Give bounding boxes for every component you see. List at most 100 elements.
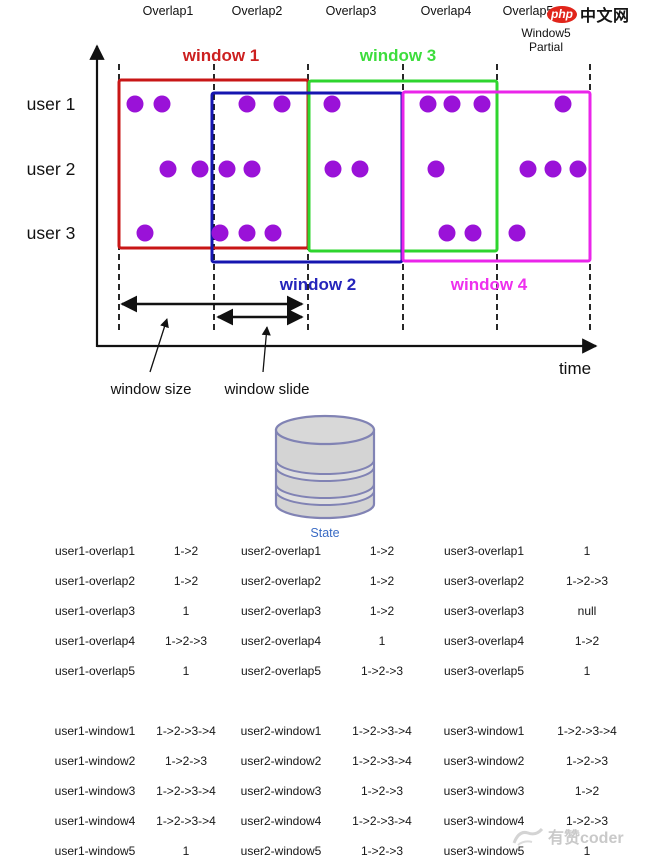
state-key: user2-overlap1 <box>240 544 322 558</box>
state-key: user3-window3 <box>443 784 525 798</box>
state-key: user3-window2 <box>443 754 525 768</box>
state-key: user1-overlap3 <box>54 604 136 618</box>
state-key: user1-overlap2 <box>54 574 136 588</box>
user-axis-label: user 3 <box>27 223 76 243</box>
state-table-row: user1-overlap3 1 user2-overlap3 1->2 user3-o… <box>0 603 651 619</box>
php-logo-icon: php <box>547 5 577 23</box>
event-dot <box>464 224 482 242</box>
state-key: user3-window1 <box>443 724 525 738</box>
event-dot <box>419 95 437 113</box>
event-dot <box>126 95 144 113</box>
event-dot <box>473 95 491 113</box>
state-value: 1->2->3 <box>565 754 609 768</box>
state-table-row: user1-window3 1->2->3->4 user2-window3 1->2… <box>0 783 651 799</box>
state-value: 1 <box>182 604 190 618</box>
state-table-row: user1-overlap2 1->2 user2-overlap2 1->2 user… <box>0 573 651 589</box>
state-value: null <box>577 604 597 618</box>
event-dot <box>136 224 154 242</box>
state-table-row: user1-window5 1 user2-window5 1->2->3 user3-… <box>0 843 651 859</box>
state-key: user2-window2 <box>240 754 322 768</box>
state-value: 1->2->3->4 <box>156 784 216 798</box>
event-dot <box>153 95 171 113</box>
window5-partial-note: Partial <box>529 40 563 54</box>
event-dot <box>238 224 256 242</box>
state-key: user2-window5 <box>240 844 322 858</box>
state-key: user2-overlap4 <box>240 634 322 648</box>
state-value: 1 <box>583 544 591 558</box>
state-key: user2-overlap5 <box>240 664 322 678</box>
state-value: 1->2 <box>369 574 395 588</box>
state-key: user1-window5 <box>54 844 136 858</box>
state-key: user2-window3 <box>240 784 322 798</box>
event-dot <box>264 224 282 242</box>
state-value: 1->2->3 <box>360 664 404 678</box>
state-key: user3-window5 <box>443 844 525 858</box>
event-dot <box>218 160 236 178</box>
event-dot <box>159 160 177 178</box>
event-dot <box>438 224 456 242</box>
state-value: 1->2->3 <box>164 634 208 648</box>
state-key: user2-window1 <box>240 724 322 738</box>
sliding-window-diagram: window 1 window 3 window 2 window 4 time Over… <box>27 4 598 398</box>
event-dot <box>519 160 537 178</box>
state-value: 1->2->3->4 <box>156 724 216 738</box>
event-dot <box>243 160 261 178</box>
state-value: 1->2->3->4 <box>156 814 216 828</box>
event-dot <box>443 95 461 113</box>
state-value: 1 <box>378 634 386 648</box>
state-key: user1-overlap1 <box>54 544 136 558</box>
state-value: 1->2->3 <box>360 844 404 858</box>
state-key: user2-overlap3 <box>240 604 322 618</box>
state-value: 1->2 <box>173 544 199 558</box>
user-axis-label: user 2 <box>27 159 76 179</box>
youzan-watermark: 有赞coder <box>512 824 624 848</box>
state-key: user1-window2 <box>54 754 136 768</box>
event-dot <box>273 95 291 113</box>
state-key: user1-window4 <box>54 814 136 828</box>
event-dot <box>554 95 572 113</box>
time-axis-label: time <box>559 359 591 378</box>
state-key: user3-overlap3 <box>443 604 525 618</box>
state-key: user3-overlap1 <box>443 544 525 558</box>
state-table-row: user1-window1 1->2->3->4 user2-window1 1->2… <box>0 723 651 739</box>
php-cn-watermark: php 中文网 <box>547 2 630 26</box>
youzan-logo-icon <box>512 827 544 846</box>
event-dot <box>569 160 587 178</box>
window5-partial-note: Window5 <box>521 26 571 40</box>
state-value: 1->2 <box>574 784 600 798</box>
state-value: 1->2 <box>369 544 395 558</box>
state-key: user2-window4 <box>240 814 322 828</box>
state-key: user3-overlap4 <box>443 634 525 648</box>
state-value: 1->2 <box>173 574 199 588</box>
overlap-label: Overlap3 <box>326 4 377 18</box>
state-table-row: user1-window4 1->2->3->4 user2-window4 1->2… <box>0 813 651 829</box>
php-cn-site-text: 中文网 <box>580 8 630 25</box>
state-value: 1->2->3->4 <box>352 724 412 738</box>
window-label: window 2 <box>279 275 357 294</box>
state-value: 1->2->3 <box>565 574 609 588</box>
state-key: user1-window3 <box>54 784 136 798</box>
state-key: user1-overlap5 <box>54 664 136 678</box>
event-dot <box>191 160 209 178</box>
event-dot <box>324 160 342 178</box>
state-key: user3-overlap2 <box>443 574 525 588</box>
state-value: 1->2->3->4 <box>352 754 412 768</box>
user-axis-label: user 1 <box>27 94 76 114</box>
state-key: user3-overlap5 <box>443 664 525 678</box>
state-label: State <box>310 526 340 540</box>
state-value: 1 <box>182 844 190 858</box>
state-value: 1->2 <box>369 604 395 618</box>
overlap-label: Overlap5 <box>503 4 554 18</box>
state-value: 1 <box>583 664 591 678</box>
window-rect <box>401 90 592 263</box>
state-value: 1->2 <box>574 634 600 648</box>
state-value: 1 <box>182 664 190 678</box>
state-value: 1->2->3->4 <box>557 724 617 738</box>
window-label: window 3 <box>359 46 437 65</box>
window-size-label: window size <box>110 381 192 398</box>
event-dot <box>544 160 562 178</box>
overlap-label: Overlap2 <box>232 4 283 18</box>
state-value: 1->2->3 <box>565 814 609 828</box>
state-value: 1->2->3 <box>164 754 208 768</box>
